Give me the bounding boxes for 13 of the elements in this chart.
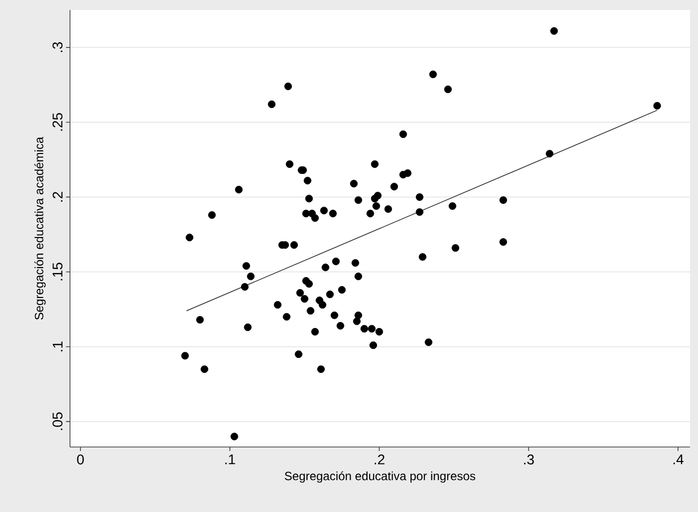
y-tick-label: .15 bbox=[52, 262, 62, 280]
x-axis-title: Segregación educativa por ingresos bbox=[284, 471, 476, 483]
y-tick-label: .2 bbox=[52, 192, 62, 202]
x-tick-label: .4 bbox=[674, 454, 684, 464]
x-tick-label: .3 bbox=[524, 454, 534, 464]
x-tick-label: .2 bbox=[374, 454, 384, 464]
x-tick-label: .1 bbox=[225, 454, 236, 464]
y-axis-title: Segregación educativa académica bbox=[34, 136, 46, 320]
x-tick-label: 0 bbox=[77, 454, 84, 464]
y-tick-label: .25 bbox=[52, 113, 62, 131]
y-tick-label: .1 bbox=[52, 342, 62, 352]
y-tick-label: .05 bbox=[52, 412, 62, 430]
y-tick-label: .3 bbox=[52, 42, 62, 52]
